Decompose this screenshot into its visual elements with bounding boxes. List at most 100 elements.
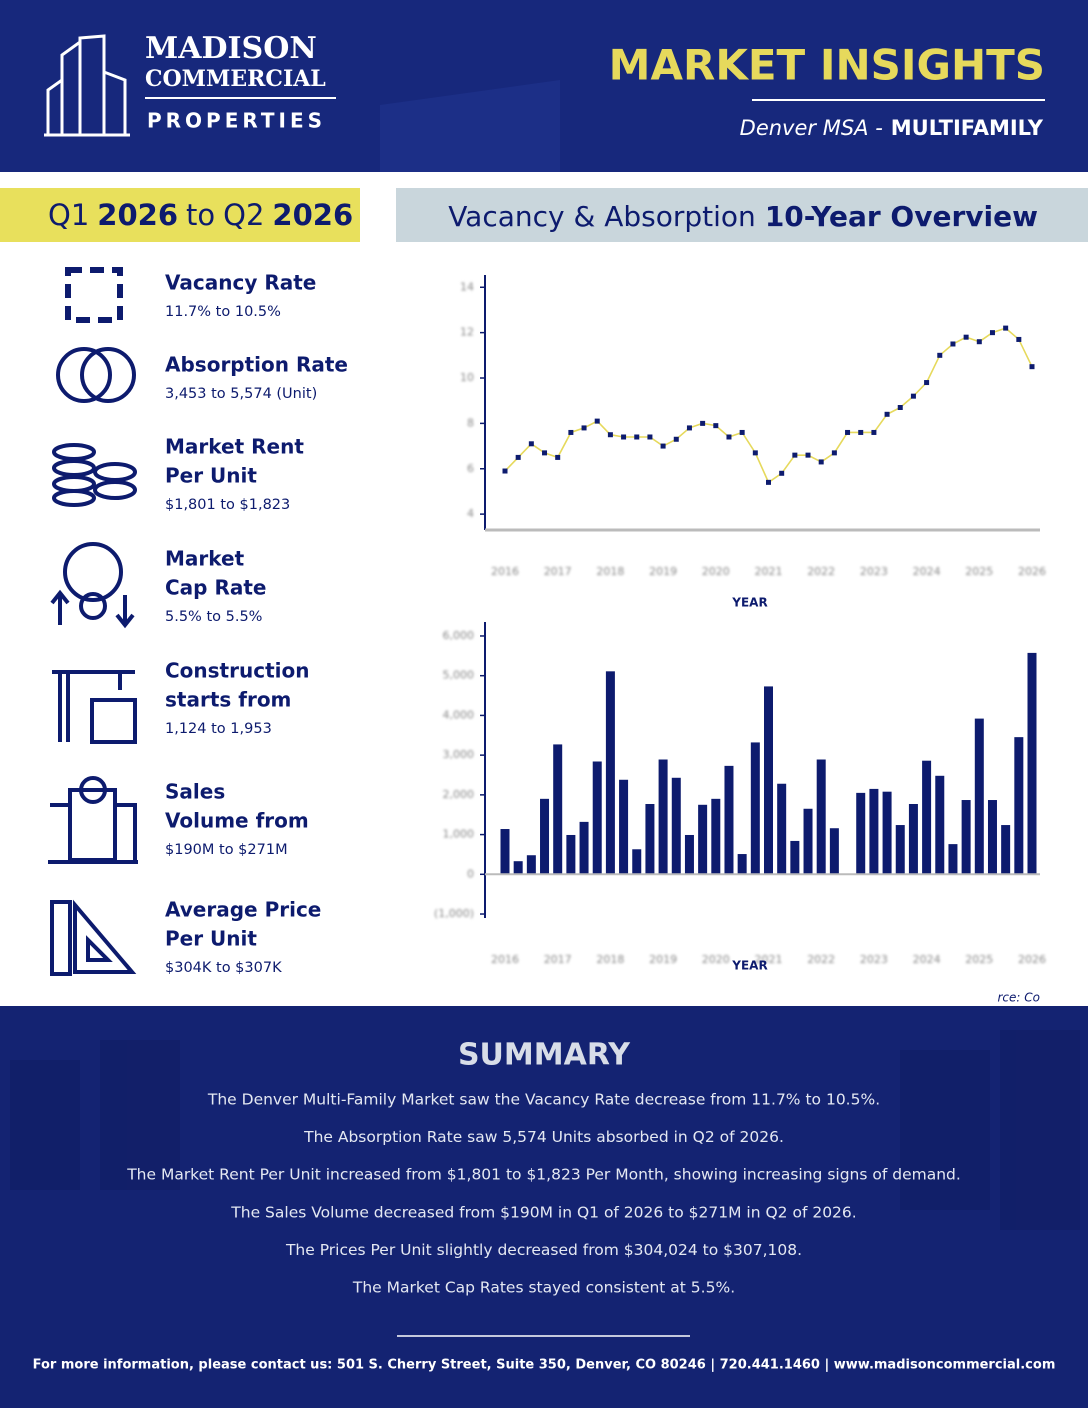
x-axis-title: YEAR — [731, 596, 767, 610]
period-part: Q1 — [48, 198, 89, 232]
metric-label: Market Rent — [165, 435, 304, 459]
bar — [895, 825, 905, 875]
y-tick-label: 6,000 — [443, 629, 475, 642]
bar — [698, 804, 708, 875]
point — [607, 432, 613, 438]
y-tick-label: 3,000 — [443, 748, 475, 761]
bar — [605, 671, 615, 875]
point — [963, 334, 969, 340]
x-tick-label: 2022 — [807, 565, 835, 578]
y-tick-label: 4,000 — [443, 708, 475, 721]
metric-label: Absorption Rate — [165, 353, 348, 377]
bar — [1001, 825, 1011, 875]
metric-icons — [48, 267, 138, 976]
point — [673, 436, 679, 442]
bar — [737, 854, 747, 875]
metric-value: 3,453 to 5,574 (Unit) — [165, 386, 317, 402]
metric-value: $304K to $307K — [165, 960, 282, 976]
bar — [974, 718, 984, 875]
bar — [540, 798, 550, 875]
metric-label: Average Price — [165, 898, 321, 922]
bar — [803, 808, 813, 875]
period-part: 2026 — [272, 198, 353, 232]
x-tick-label: 2016 — [491, 565, 519, 578]
x-tick-label: 2017 — [544, 565, 572, 578]
x-tick-label: 2024 — [913, 953, 941, 966]
bar — [632, 849, 642, 875]
period-part: 2026 — [97, 198, 178, 232]
period: Q1 2026 to Q2 2026 — [48, 198, 353, 232]
x-tick-label: 2019 — [649, 953, 677, 966]
point — [845, 429, 851, 435]
bar — [777, 783, 787, 875]
point — [555, 454, 561, 460]
point — [858, 429, 864, 435]
x-axis-title: YEAR — [731, 959, 767, 973]
overview-part: 10-Year Overview — [765, 200, 1038, 233]
bar — [987, 800, 997, 875]
header-photo — [380, 80, 560, 172]
point — [594, 418, 600, 424]
point — [647, 434, 653, 440]
body-bg — [0, 172, 1088, 1006]
point — [700, 420, 706, 426]
bar — [500, 829, 510, 875]
x-tick-label: 2023 — [860, 953, 888, 966]
y-tick-label: 12 — [460, 326, 474, 339]
bar — [829, 828, 839, 875]
bar — [724, 765, 734, 875]
y-tick-label: 6 — [467, 462, 474, 475]
point — [950, 341, 956, 347]
bar — [790, 840, 800, 875]
y-tick-label: 8 — [467, 416, 474, 429]
bar — [513, 861, 523, 875]
summary-bg — [0, 1006, 1088, 1408]
bar — [1027, 652, 1037, 875]
summary-line: The Prices Per Unit slightly decreased f… — [285, 1241, 802, 1259]
point — [1016, 336, 1022, 342]
x-tick-label: 2024 — [913, 565, 941, 578]
x-tick-label: 2016 — [491, 953, 519, 966]
point — [924, 380, 930, 386]
y-tick-label: 10 — [460, 371, 474, 384]
bar — [908, 803, 918, 875]
summary-line: The Sales Volume decreased from $190M in… — [230, 1203, 856, 1221]
metric-label: Cap Rate — [165, 576, 266, 600]
bar — [579, 821, 589, 875]
page-title: MARKET INSIGHTS — [609, 41, 1045, 90]
metric-value: 1,124 to 1,953 — [165, 721, 272, 737]
bar — [684, 834, 694, 875]
page-subtitle: Denver MSA - MULTIFAMILY — [740, 116, 1044, 140]
y-tick-label: 0 — [467, 867, 474, 880]
x-tick-label: 2022 — [807, 953, 835, 966]
metric-label: Market — [165, 547, 245, 571]
bar — [856, 792, 866, 875]
point — [621, 434, 627, 440]
y-tick-label: (1,000) — [434, 907, 474, 920]
metric-value: 11.7% to 10.5% — [165, 304, 281, 320]
bar — [526, 855, 536, 875]
period-part: Q2 — [223, 198, 264, 232]
point — [634, 434, 640, 440]
x-tick-label: 2025 — [965, 953, 993, 966]
point — [726, 434, 732, 440]
point — [897, 405, 903, 410]
x-tick-label: 2017 — [544, 953, 572, 966]
logo-text: COMMERCIAL — [145, 66, 326, 92]
bar — [764, 686, 773, 875]
bar — [750, 742, 760, 875]
y-tick-label: 5,000 — [443, 669, 475, 682]
point — [792, 452, 798, 458]
point — [752, 450, 758, 456]
point — [739, 429, 745, 435]
summary-title: SUMMARY — [458, 1038, 631, 1073]
bar — [961, 800, 971, 875]
point — [818, 459, 824, 465]
point — [910, 393, 916, 399]
bar — [922, 760, 932, 875]
period-band — [0, 188, 360, 242]
metric-label: Construction — [165, 659, 309, 683]
market: Denver MSA - — [740, 116, 883, 140]
point — [989, 330, 995, 336]
